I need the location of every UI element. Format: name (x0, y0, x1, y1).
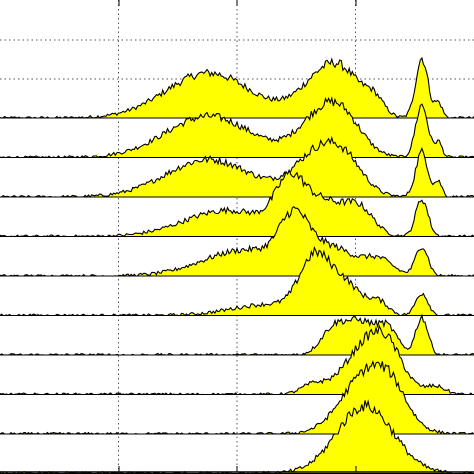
series-area-fill (0, 58, 474, 118)
series-area-fill (0, 247, 474, 316)
series-trace-7 (0, 313, 474, 356)
series-line (0, 245, 474, 317)
series-trace-1 (0, 56, 474, 119)
series-area-fill (0, 315, 474, 355)
series-trace-2 (0, 96, 474, 159)
series-line (0, 324, 474, 396)
series-layer (0, 56, 474, 474)
series-line (0, 168, 474, 238)
series-trace-3 (0, 135, 474, 198)
series-area-fill (0, 98, 474, 158)
series-line (0, 205, 474, 277)
series-area-fill (0, 170, 474, 237)
series-trace-6 (0, 245, 474, 317)
series-line (0, 313, 474, 356)
series-line (0, 135, 474, 198)
series-trace-5 (0, 205, 474, 277)
series-trace-4 (0, 168, 474, 238)
series-line (0, 360, 474, 435)
series-line (0, 56, 474, 119)
series-area-fill (0, 206, 474, 276)
series-line (0, 96, 474, 159)
series-area-fill (0, 400, 474, 474)
series-area-fill (0, 137, 474, 197)
